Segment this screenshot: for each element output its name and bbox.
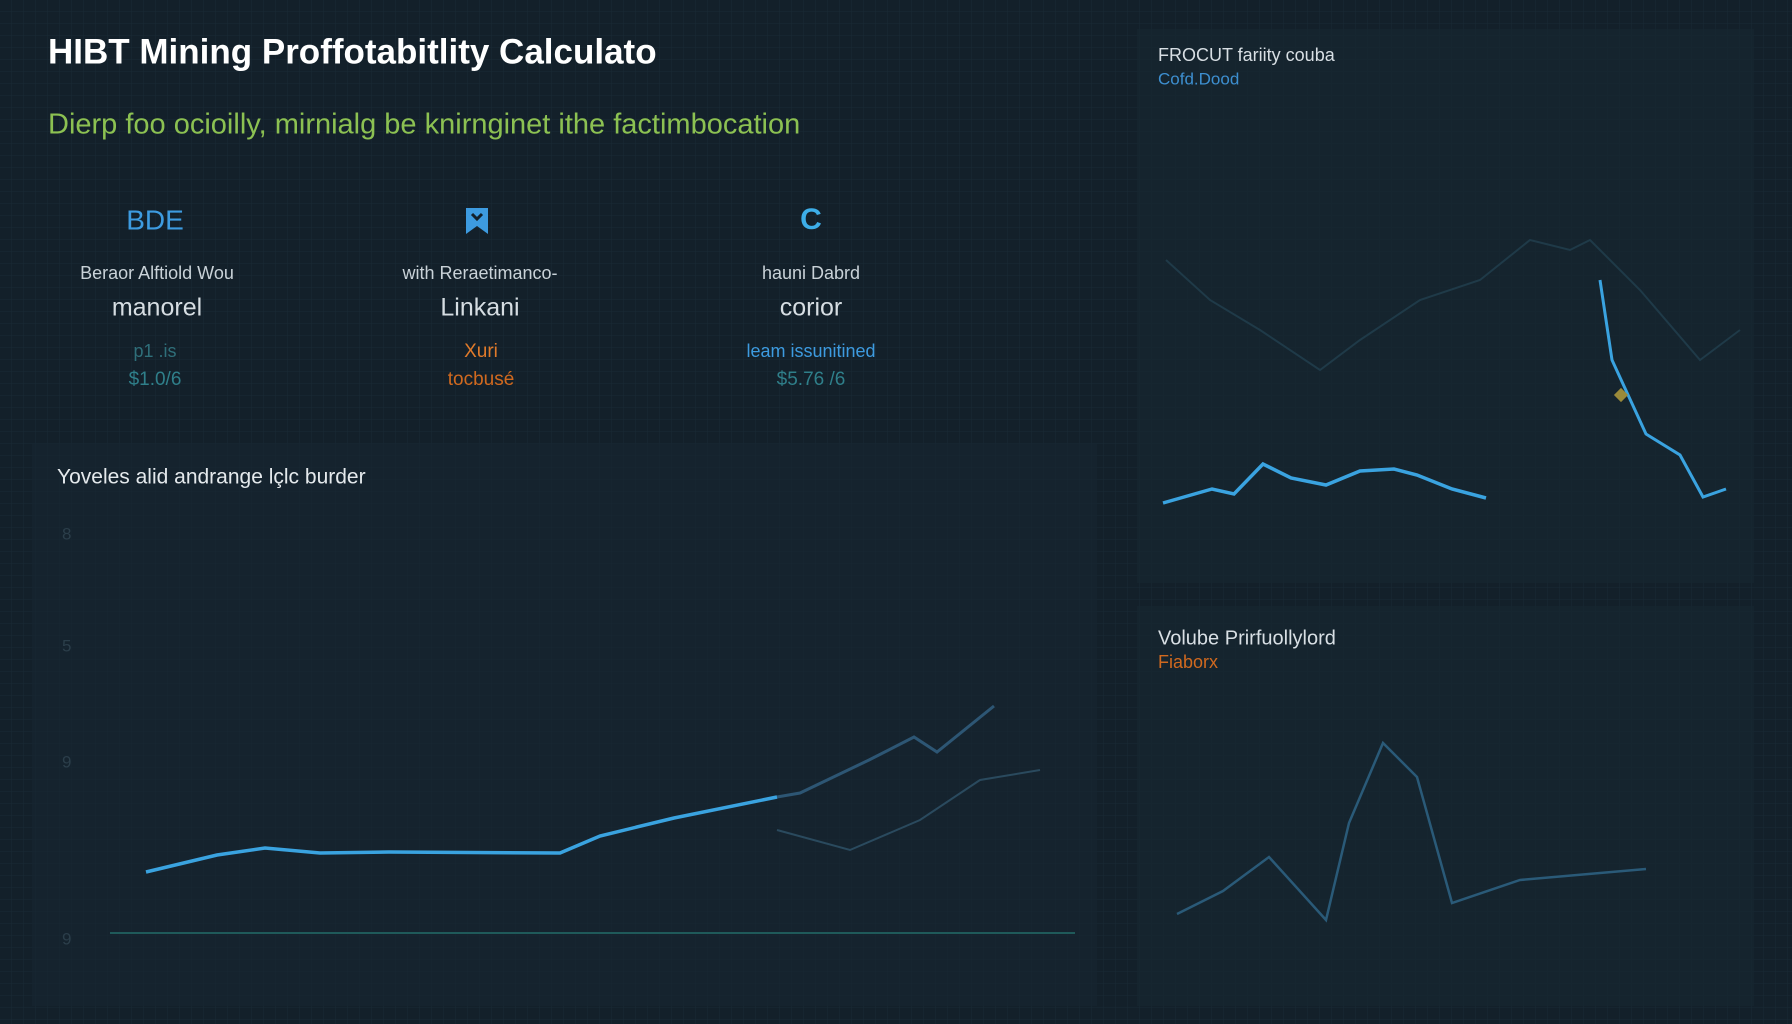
stat-note: p1 .is — [133, 341, 176, 361]
trend-line — [145, 795, 778, 874]
background-line — [1165, 238, 1741, 372]
bottom-right-panel — [1137, 606, 1754, 1006]
axis-label: 8 — [62, 524, 71, 543]
trend-line-faint — [776, 769, 1041, 852]
panel-title: Volube Prirfuollylord — [1158, 627, 1336, 649]
panel-subtitle: Fiaborx — [1158, 652, 1218, 672]
stat-amount: tocbusé — [448, 369, 515, 390]
stat-icon: BDE — [126, 204, 184, 235]
stat-value: corior — [780, 294, 843, 322]
marker — [1613, 387, 1629, 403]
stat-label: hauni Dabrd — [762, 263, 860, 283]
stat-icon: C — [800, 203, 822, 236]
stat-value: Linkani — [440, 294, 519, 322]
stat-value: manorel — [112, 294, 202, 322]
stat-icon-detail — [470, 212, 484, 222]
panel-subtitle: Cofd.Dood — [1158, 69, 1239, 88]
trend-line — [1598, 279, 1727, 499]
axis-label: 9 — [62, 929, 71, 948]
stat-amount: $5.76 /6 — [777, 369, 846, 390]
trend-line-faint — [776, 704, 995, 799]
stat-note: Xuri — [464, 341, 498, 362]
main-panel — [32, 443, 1097, 1006]
stat-note: leam issunitined — [746, 341, 875, 361]
trend-line-faint — [1176, 740, 1647, 923]
axis-label: 5 — [62, 636, 71, 655]
trend-line — [1162, 461, 1487, 505]
top-right-panel — [1137, 29, 1754, 583]
page-title: HIBT Mining Proffotabitlity Calculato — [48, 32, 657, 71]
panel-title: Yoveles alid andrange lçlc burder — [57, 466, 366, 489]
stat-amount: $1.0/6 — [129, 369, 182, 390]
stat-label: with Reraetimanco- — [401, 263, 557, 283]
stats: BDE Beraor Alftiold Wou manorel p1 .is $… — [80, 203, 875, 390]
panel-title: FROCUT fariity couba — [1158, 45, 1336, 65]
axis-labels: 8 5 9 9 — [62, 524, 71, 948]
stat-label: Beraor Alftiold Wou — [80, 263, 234, 283]
page-subtitle: Dierp foo ocioilly, mirnialg be knirngin… — [48, 109, 800, 141]
axis-label: 9 — [62, 752, 71, 771]
